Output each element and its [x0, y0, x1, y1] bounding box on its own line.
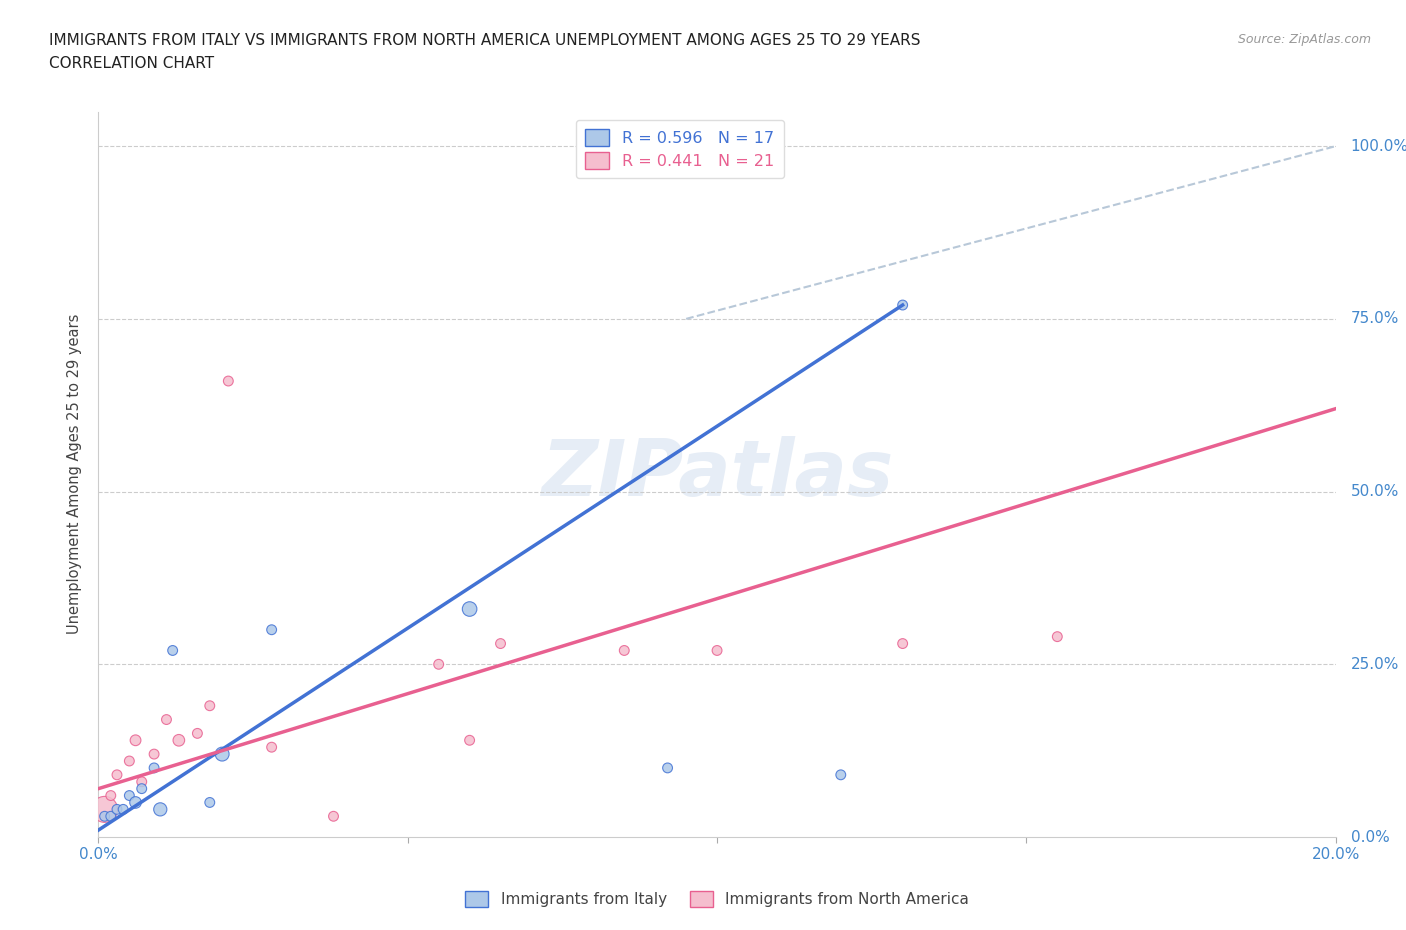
Point	[260, 622, 283, 637]
Point	[198, 698, 221, 713]
Point	[105, 767, 128, 782]
Point	[118, 753, 141, 768]
Point	[93, 809, 115, 824]
Legend: Immigrants from Italy, Immigrants from North America: Immigrants from Italy, Immigrants from N…	[457, 882, 977, 916]
Text: IMMIGRANTS FROM ITALY VS IMMIGRANTS FROM NORTH AMERICA UNEMPLOYMENT AMONG AGES 2: IMMIGRANTS FROM ITALY VS IMMIGRANTS FROM…	[49, 33, 921, 47]
Text: CORRELATION CHART: CORRELATION CHART	[49, 56, 214, 71]
Point	[260, 739, 283, 754]
Point	[1046, 630, 1069, 644]
Y-axis label: Unemployment Among Ages 25 to 29 years: Unemployment Among Ages 25 to 29 years	[67, 314, 83, 634]
Point	[100, 788, 122, 803]
Point	[217, 374, 239, 389]
Text: 50.0%: 50.0%	[1351, 485, 1399, 499]
Point	[891, 298, 914, 312]
Point	[124, 733, 146, 748]
Point	[143, 747, 166, 762]
Point	[427, 657, 450, 671]
Text: 0.0%: 0.0%	[1351, 830, 1389, 844]
Text: Source: ZipAtlas.com: Source: ZipAtlas.com	[1237, 33, 1371, 46]
Point	[105, 802, 128, 817]
Text: ZIPatlas: ZIPatlas	[541, 436, 893, 512]
Point	[458, 733, 481, 748]
Text: 100.0%: 100.0%	[1351, 139, 1406, 153]
Point	[143, 761, 166, 776]
Point	[706, 643, 728, 658]
Point	[131, 781, 153, 796]
Point	[891, 636, 914, 651]
Text: 75.0%: 75.0%	[1351, 312, 1399, 326]
Text: 25.0%: 25.0%	[1351, 657, 1399, 671]
Point	[149, 802, 172, 817]
Point	[613, 643, 636, 658]
Point	[162, 643, 184, 658]
Point	[167, 733, 190, 748]
Point	[489, 636, 512, 651]
Point	[93, 802, 115, 817]
Point	[322, 809, 344, 824]
Point	[458, 602, 481, 617]
Point	[657, 761, 679, 776]
Point	[124, 795, 146, 810]
Point	[100, 809, 122, 824]
Point	[830, 767, 852, 782]
Point	[186, 726, 208, 741]
Point	[211, 747, 233, 762]
Point	[155, 712, 177, 727]
Point	[131, 775, 153, 790]
Point	[118, 788, 141, 803]
Point	[112, 802, 135, 817]
Point	[198, 795, 221, 810]
